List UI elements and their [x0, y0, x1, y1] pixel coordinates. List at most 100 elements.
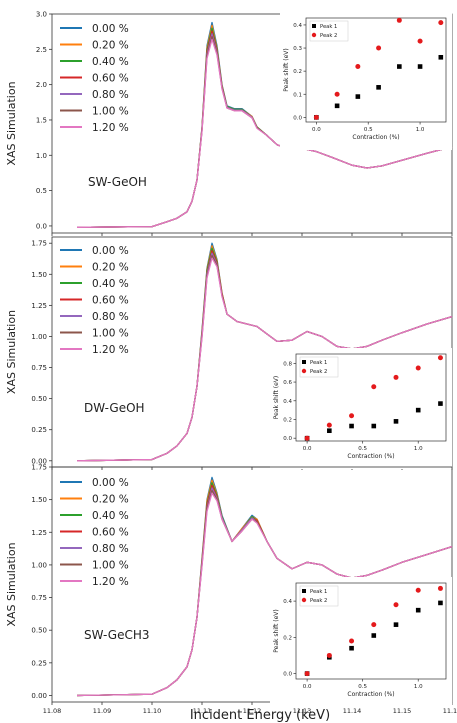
legend-label: 0.00 % — [92, 23, 129, 35]
panels: 0.0 0.5 1.0 1.5 2.0 2.5 3.0 XAS Simulation 0.00 … — [5, 11, 457, 716]
y-axis-label: XAS Simulation — [5, 310, 18, 394]
legend-label: 1.00 % — [92, 328, 129, 340]
y-axis-label: XAS Simulation — [5, 81, 18, 165]
y-tick-label: 0.5 — [36, 187, 47, 195]
inset-point-peak1 — [393, 419, 399, 424]
legend-label: 0.60 % — [92, 73, 129, 85]
y-tick-label: 1.75 — [31, 240, 47, 248]
inset-y-axis-label: Peak shift (eV) — [273, 609, 280, 653]
inset-legend-marker — [301, 368, 307, 374]
y-tick-label: 0.00 — [31, 692, 47, 700]
inset-point-peak2 — [415, 587, 421, 593]
inset-point-peak1 — [371, 423, 377, 429]
legend-label: 0.40 % — [92, 278, 129, 290]
inset-point-peak2 — [396, 17, 402, 23]
inset-point-peak2 — [437, 585, 443, 591]
inset-point-peak2 — [415, 365, 421, 371]
inset-point-peak1 — [349, 423, 354, 429]
y-tick-label: 3.0 — [36, 11, 47, 19]
inset-x-tick-label: 1.0 — [414, 446, 423, 452]
inset-legend-frame — [299, 356, 339, 378]
inset-legend-label: Peak 2 — [310, 598, 327, 604]
inset-y-tick-label: 0.3 — [293, 46, 302, 52]
inset-y-tick-label: 0.1 — [293, 92, 302, 98]
inset-legend-marker — [302, 589, 306, 593]
legend-label: 0.80 % — [92, 311, 129, 323]
inset-point-peak2 — [355, 64, 361, 70]
x-axis-label: Incident Energy (keV) — [190, 708, 330, 723]
inset-point-peak2 — [326, 652, 332, 658]
inset-point-peak1 — [376, 85, 381, 90]
panel-label: SW-GeCH3 — [84, 628, 149, 642]
chart-panel-2: 0.00 0.25 0.50 0.75 1.00 1.25 1.50 1.75 XAS Simu… — [5, 236, 453, 470]
inset-chart: 0.0 0.2 0.4 0.6 0.8 0.0 0.5 1.0 Contraction (%) P… — [270, 348, 452, 469]
inset-x-tick-label: 1.0 — [414, 684, 423, 690]
inset-point-peak1 — [415, 407, 421, 413]
inset-legend-label: Peak 1 — [320, 24, 337, 30]
inset-x-tick-label: 0.5 — [358, 684, 367, 690]
chart-panel-3: 0.00 0.25 0.50 0.75 1.00 1.25 1.50 1.75 11.08 11.… — [5, 464, 457, 716]
inset-y-tick-label: 0.6 — [283, 380, 292, 386]
inset-x-axis-label: Contraction (%) — [347, 453, 394, 460]
y-tick-label: 0.00 — [31, 457, 47, 465]
inset-legend-label: Peak 2 — [310, 369, 327, 375]
inset-point-peak1 — [415, 607, 421, 613]
x-tick-label: 11.09 — [93, 707, 112, 715]
inset-legend-frame — [299, 585, 339, 607]
inset-x-tick-label: 0.0 — [303, 684, 312, 690]
inset-point-peak1 — [438, 54, 444, 60]
series-line-6 — [76, 38, 453, 228]
inset-y-tick-label: 0.2 — [283, 417, 292, 423]
inset-legend-label: Peak 1 — [310, 360, 327, 366]
inset-y-tick-label: 0.4 — [283, 599, 292, 605]
legend-label: 0.80 % — [92, 543, 129, 555]
panel-label: SW-GeOH — [88, 175, 147, 189]
legend-label: 0.40 % — [92, 510, 129, 522]
y-tick-label: 0.0 — [36, 222, 47, 230]
inset-point-peak2 — [349, 413, 355, 419]
y-tick-label: 0.25 — [31, 659, 47, 667]
inset-x-tick-label: 1.0 — [416, 127, 425, 133]
inset-y-tick-label: 0.0 — [283, 436, 292, 442]
legend-label: 1.00 % — [92, 106, 129, 118]
x-tick-label: 11.12 — [243, 707, 262, 715]
y-tick-label: 0.75 — [31, 364, 47, 372]
legend-label: 1.20 % — [92, 344, 129, 356]
legend-label: 1.00 % — [92, 560, 129, 572]
inset-x-tick-label: 0.5 — [358, 446, 367, 452]
inset-point-peak2 — [326, 422, 332, 428]
inset-x-axis-label: Contraction (%) — [352, 134, 399, 141]
inset-point-peak1 — [327, 428, 332, 434]
inset-point-peak2 — [313, 114, 319, 120]
inset-point-peak2 — [438, 20, 444, 26]
legend-label: 0.40 % — [92, 56, 129, 68]
inset-x-axis-label: Contraction (%) — [347, 691, 394, 698]
y-tick-label: 1.75 — [31, 464, 47, 472]
inset-legend-marker — [311, 32, 317, 38]
chart-panel-1: 0.0 0.5 1.0 1.5 2.0 2.5 3.0 XAS Simulation 0.00 … — [5, 11, 453, 236]
inset-y-axis-label: Peak shift (eV) — [283, 48, 290, 92]
inset-point-peak2 — [376, 45, 382, 51]
inset-point-peak1 — [393, 622, 399, 627]
legend-label: 0.20 % — [92, 40, 129, 52]
x-tick-label: 11.14 — [343, 707, 362, 715]
inset-point-peak1 — [417, 64, 423, 69]
series-line-6 — [76, 492, 453, 697]
y-axis-label: XAS Simulation — [5, 542, 18, 626]
inset-point-peak1 — [355, 94, 361, 99]
inset-point-peak2 — [437, 355, 443, 361]
y-tick-label: 1.25 — [31, 529, 47, 537]
inset-chart: 0.0 0.2 0.4 0.0 0.5 1.0 Contraction (%) Peak sh… — [270, 577, 452, 707]
inset-point-peak2 — [393, 602, 399, 608]
y-tick-label: 1.00 — [31, 561, 47, 569]
y-tick-label: 1.50 — [31, 271, 47, 279]
x-tick-label: 11.08 — [43, 707, 62, 715]
y-tick-label: 0.25 — [31, 426, 47, 434]
inset-point-peak2 — [371, 384, 377, 390]
inset-legend-marker — [312, 24, 316, 28]
inset-point-peak1 — [397, 64, 402, 69]
inset-y-axis-label: Peak shift (eV) — [273, 376, 280, 420]
inset-point-peak1 — [438, 401, 443, 406]
inset-x-tick-label: 0.0 — [303, 446, 312, 452]
